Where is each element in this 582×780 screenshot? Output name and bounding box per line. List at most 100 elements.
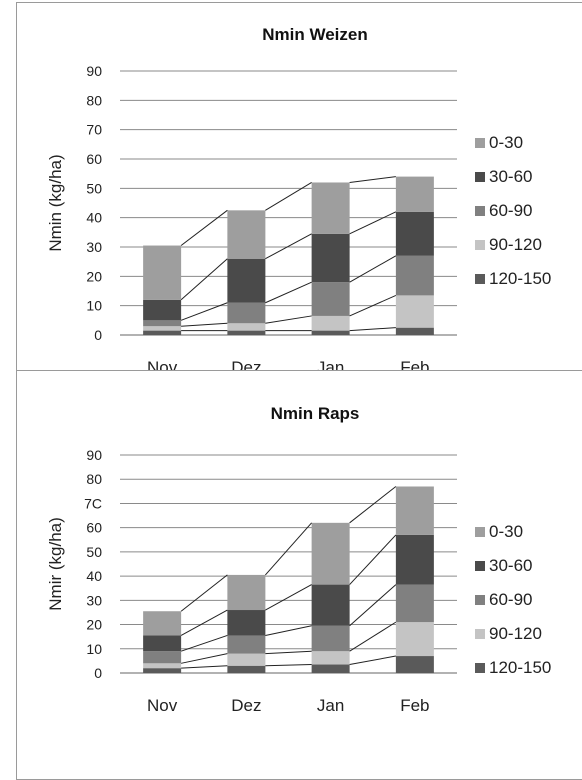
x-category-label: Dez	[231, 696, 261, 715]
bar-segment	[227, 303, 265, 324]
y-tick-label: 20	[86, 268, 102, 284]
series-connector-line	[265, 316, 311, 323]
bar-segment	[227, 575, 265, 610]
y-tick-label: 50	[86, 544, 102, 560]
series-connector-line	[265, 665, 311, 666]
bar-segment	[312, 523, 350, 585]
bar-segment	[143, 320, 181, 326]
legend-label: 0-30	[489, 522, 523, 541]
series-connector-line	[265, 234, 311, 259]
stacked-bar-chart-raps: Nmin Raps 0 10 20 30 40 50 60 7C 80 90 Nmir (kg/ha)…	[17, 371, 582, 780]
series-connector-line	[350, 622, 396, 651]
bar-segment	[396, 295, 434, 327]
bar-segment	[227, 331, 265, 335]
series-connector-line	[181, 666, 227, 668]
series-connector-line	[265, 282, 311, 303]
y-tick-label: 70	[86, 122, 102, 138]
legend-swatch	[475, 561, 485, 571]
y-tick-label: 20	[86, 617, 102, 633]
bar-segment	[396, 535, 434, 585]
legend-swatch	[475, 172, 485, 182]
legend-label: 0-30	[489, 133, 523, 152]
bar-segment	[312, 316, 350, 331]
legend-label: 120-150	[489, 269, 551, 288]
bar-segment	[312, 651, 350, 664]
bar-segment	[227, 323, 265, 330]
legend-swatch	[475, 595, 485, 605]
y-tick-label: 10	[86, 641, 102, 657]
bar-segment	[312, 626, 350, 651]
y-axis-label: Nmin (kg/ha)	[46, 154, 65, 251]
stacked-bar-chart-weizen: Nmin Weizen 0 10 20 30 40 50 60 70 80 90 Nmin (kg/h…	[17, 3, 582, 370]
bar-segment	[396, 177, 434, 212]
chart-panel-weizen: Nmin Weizen 0 10 20 30 40 50 60 70 80 90 Nmin (kg/h…	[16, 2, 582, 370]
x-category-label: Feb	[400, 696, 429, 715]
bar-segment	[396, 622, 434, 656]
bar-segment	[143, 663, 181, 668]
bar-segment	[312, 665, 350, 673]
legend-swatch	[475, 527, 485, 537]
series-connector-line	[350, 212, 396, 234]
bar-segment	[396, 328, 434, 335]
series-connector-line	[181, 610, 227, 635]
y-tick-label: 90	[86, 63, 102, 79]
chart-title: Nmin Raps	[271, 404, 360, 423]
legend-label: 30-60	[489, 556, 532, 575]
y-tick-label: 60	[86, 520, 102, 536]
legend-label: 60-90	[489, 201, 532, 220]
bar-segment	[312, 182, 350, 233]
x-category-label: Jan	[317, 696, 344, 715]
bar-segment	[227, 259, 265, 303]
series-connector-line	[265, 182, 311, 210]
legend-swatch	[475, 274, 485, 284]
bar-segment	[227, 654, 265, 666]
x-category-label: Dez	[231, 358, 261, 370]
y-axis-label: Nmir (kg/ha)	[46, 517, 65, 611]
bar-segment	[143, 668, 181, 673]
series-connector-line	[350, 585, 396, 626]
bar-segment	[312, 585, 350, 626]
series-connector-line	[350, 256, 396, 282]
series-connector-line	[265, 626, 311, 636]
series-connector-line	[350, 535, 396, 585]
bar-segment	[143, 635, 181, 651]
bar-segment	[396, 656, 434, 673]
y-tick-label: 0	[94, 327, 102, 343]
bar-segment	[312, 282, 350, 316]
x-category-label: Nov	[147, 358, 178, 370]
series-connector-line	[265, 523, 311, 575]
bar-segment	[143, 246, 181, 300]
series-connector-line	[350, 328, 396, 331]
bar-segment	[227, 210, 265, 258]
y-tick-label: 30	[86, 239, 102, 255]
bar-segment	[143, 611, 181, 635]
y-tick-label: 7C	[84, 495, 102, 511]
bar-segment	[227, 610, 265, 635]
series-connector-line	[181, 575, 227, 611]
bar-segment	[143, 651, 181, 663]
legend-swatch	[475, 138, 485, 148]
series-connector-line	[350, 486, 396, 522]
legend-swatch	[475, 240, 485, 250]
chart-panel-raps: Nmin Raps 0 10 20 30 40 50 60 7C 80 90 Nmir (kg/ha)…	[16, 370, 582, 780]
series-connector-line	[350, 656, 396, 664]
bar-segment	[143, 331, 181, 335]
series-connector-line	[181, 210, 227, 245]
series-connector-line	[265, 651, 311, 653]
x-category-label: Jan	[317, 358, 344, 370]
bar-segment	[312, 234, 350, 282]
y-tick-label: 0	[94, 665, 102, 681]
y-tick-label: 10	[86, 298, 102, 314]
series-connector-line	[265, 585, 311, 610]
x-category-label: Feb	[400, 358, 429, 370]
y-tick-label: 80	[86, 471, 102, 487]
y-tick-label: 80	[86, 92, 102, 108]
bar-segment	[396, 256, 434, 296]
bar-segment	[312, 331, 350, 335]
y-tick-label: 90	[86, 447, 102, 463]
bar-segment	[227, 635, 265, 653]
legend-label: 90-120	[489, 624, 542, 643]
bar-segment	[396, 585, 434, 623]
legend-swatch	[475, 629, 485, 639]
chart-title: Nmin Weizen	[262, 25, 367, 44]
